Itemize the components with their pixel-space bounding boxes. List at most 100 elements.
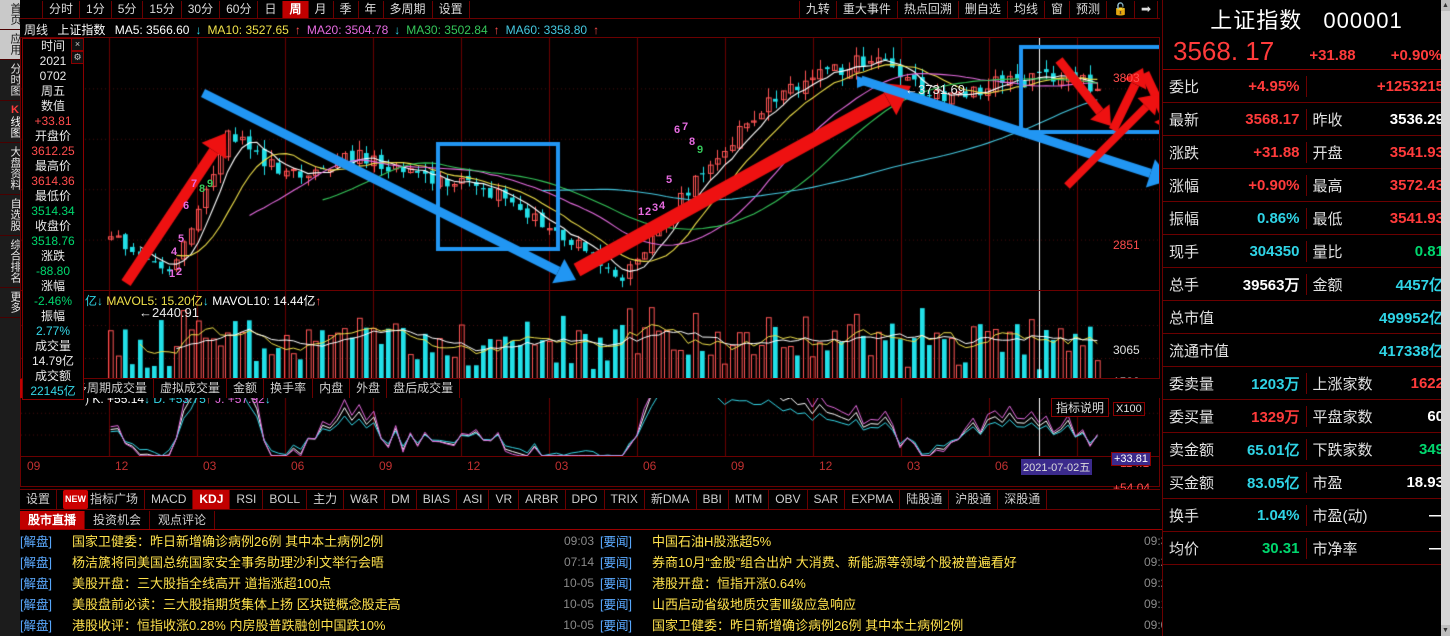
rail-item-0[interactable]: 首页 [0,0,21,30]
close-icon[interactable]: × [71,38,84,51]
tool-btn-窗[interactable]: 窗 [1043,1,1070,18]
news-headline[interactable]: 港股开盘：恒指开涨0.64% [652,576,806,591]
x-axis-label-11: 06 [995,459,1009,473]
ind-tab-RSI[interactable]: RSI [230,490,264,509]
ind-tab-BOLL[interactable]: BOLL [263,490,308,509]
news-headline[interactable]: 美股盘前必读：三大股指期货集体上扬 区块链概念股走高 [72,597,401,612]
rail-item-4[interactable]: 大盘资料 [0,143,21,195]
vol-tab-虚拟成交量[interactable]: 虚拟成交量 [154,379,228,398]
vol-tab-金额[interactable]: 金额 [227,379,265,398]
rail-item-1[interactable]: 应用 [0,30,21,60]
ind-tab-ARBR[interactable]: ARBR [519,490,566,509]
tool-btn-预测[interactable]: 预测 [1068,1,1107,18]
ind-tab-VR[interactable]: VR [489,490,520,509]
ind-tab-EXPMA[interactable]: EXPMA [845,490,901,509]
ind-tab-深股通[interactable]: 深股通 [998,490,1048,509]
news-tag: [要闻] [600,577,632,591]
period-btn-周[interactable]: 周 [282,1,309,18]
volume-canvas[interactable] [21,291,1159,391]
rail-item-7[interactable]: 更多 [0,288,21,318]
rail-item-2[interactable]: 分时图 [0,60,21,101]
ind-tab-TRIX[interactable]: TRIX [605,490,645,509]
news-headline[interactable]: 中国石油H股涨超5% [652,534,772,549]
tool-btn-九转[interactable]: 九转 [798,1,837,18]
news-headline[interactable]: 港股收评：恒指收涨0.28% 内房股普跌融创中国跌10% [72,618,386,633]
kdj-pane[interactable] [21,390,1159,457]
vol-tab-多周期成交量[interactable]: 多周期成交量 [69,379,155,398]
price-pane[interactable] [21,38,1159,290]
vol-tab-内盘[interactable]: 内盘 [313,379,351,398]
news-item[interactable]: [解盘] 美股开盘：三大股指全线高开 道指涨超100点 10-05 [20,572,600,593]
period-btn-多周期[interactable]: 多周期 [382,1,433,18]
period-btn-1分[interactable]: 1分 [79,1,112,18]
lock-icon[interactable]: 🔓 [1105,1,1135,18]
news-item[interactable]: [解盘] 美股盘前必读：三大股指期货集体上扬 区块链概念股走高 10-05 [20,593,600,614]
price-canvas[interactable] [21,38,1159,290]
news-headline[interactable]: 券商10月“金股”组合出炉 大消费、新能源等领域个股被普遍看好 [652,555,1017,570]
news-headline[interactable]: 美股开盘：三大股指全线高开 道指涨超100点 [72,576,332,591]
ind-tab-BIAS[interactable]: BIAS [417,490,458,509]
tool-btn-重大事件[interactable]: 重大事件 [835,1,898,18]
scroll-down-arrow[interactable]: ▼ [1441,625,1450,636]
scroll-up-arrow[interactable]: ▲ [1441,0,1450,11]
ind-tab-主力[interactable]: 主力 [307,490,345,509]
kdj-canvas[interactable] [21,391,1159,457]
news-item[interactable]: [要闻] 国家卫健委：昨日新增确诊病例26例 其中本土病例2例 09:03 [600,614,1180,635]
readout-value-0: 2021 [39,54,67,68]
window-scrollbar[interactable]: ▲ ▼ [1441,0,1450,636]
vol-tab-换手率[interactable]: 换手率 [264,379,314,398]
collapse-icon[interactable]: ➡ [1133,1,1158,18]
period-btn-分时[interactable]: 分时 [42,1,81,18]
news-headline[interactable]: 国家卫健委：昨日新增确诊病例26例 其中本土病例2例 [652,618,964,633]
ind-tab-BBI[interactable]: BBI [697,490,729,509]
vol-tab-外盘[interactable]: 外盘 [350,379,388,398]
news-item[interactable]: [解盘] 港股收评：恒指收涨0.28% 内房股普跌融创中国跌10% 10-05 [20,614,600,635]
news-item[interactable]: [要闻] 中国石油H股涨超5% 09:36 [600,530,1180,551]
rail-item-5[interactable]: 自选股 [0,195,21,236]
ind-tab-ASI[interactable]: ASI [457,490,490,509]
ind-tab-指标广场[interactable]: NEW 指标广场 [57,490,146,510]
ind-tab-OBV[interactable]: OBV [769,490,808,509]
period-btn-设置[interactable]: 设置 [431,1,470,18]
ind-tab-沪股通[interactable]: 沪股通 [949,490,999,509]
news-headline[interactable]: 国家卫健委：昨日新增确诊病例26例 其中本土病例2例 [72,534,384,549]
ind-tab-设置[interactable]: 设置 [20,490,58,509]
news-item[interactable]: [解盘] 杨洁篪将同美国总统国家安全事务助理沙利文举行会晤 07:14 [20,551,600,572]
period-btn-年[interactable]: 年 [357,1,384,18]
rail-item-6[interactable]: 综合排名 [0,236,21,288]
news-tab-股市直播[interactable]: 股市直播 [20,511,86,529]
ind-tab-W&R[interactable]: W&R [344,490,386,509]
rail-item-3[interactable]: K线图 [0,101,21,143]
period-btn-月[interactable]: 月 [307,1,334,18]
news-tab-观点评论[interactable]: 观点评论 [150,511,216,529]
period-btn-60分[interactable]: 60分 [219,1,259,18]
ind-tab-陆股通[interactable]: 陆股通 [900,490,950,509]
period-btn-5分[interactable]: 5分 [110,1,144,18]
tool-btn-热点回溯[interactable]: 热点回溯 [896,1,959,18]
ind-tab-MTM[interactable]: MTM [729,490,770,509]
period-btn-日[interactable]: 日 [257,1,284,18]
indicator-explain-button[interactable]: 指标说明 [1050,398,1109,417]
volume-pane[interactable] [21,290,1159,391]
gear-icon[interactable]: ⚙ [71,51,84,64]
tool-btn-删自选[interactable]: 删自选 [957,1,1008,18]
period-btn-30分[interactable]: 30分 [180,1,221,18]
ind-tab-DPO[interactable]: DPO [566,490,605,509]
ind-tab-新DMA[interactable]: 新DMA [645,490,697,509]
ind-tab-SAR[interactable]: SAR [808,490,846,509]
tool-btn-均线[interactable]: 均线 [1006,1,1045,18]
news-headline[interactable]: 杨洁篪将同美国总统国家安全事务助理沙利文举行会晤 [72,555,385,570]
news-item[interactable]: [要闻] 港股开盘：恒指开涨0.64% 09:22 [600,572,1180,593]
period-btn-15分[interactable]: 15分 [142,1,182,18]
ind-tab-KDJ[interactable]: KDJ [193,490,231,509]
news-item[interactable]: [解盘] 国家卫健委：昨日新增确诊病例26例 其中本土病例2例 09:03 [20,530,600,551]
period-btn-季[interactable]: 季 [332,1,359,18]
news-tab-投资机会[interactable]: 投资机会 [85,511,151,529]
news-headline[interactable]: 山西启动省级地质灾害Ⅲ级应急响应 [652,597,856,612]
vol-tab-盘后成交量[interactable]: 盘后成交量 [387,379,461,398]
chart-area[interactable]: 09 12 03 06 09 12 03 06 09 12 03 06 2021-07-02五 380… [20,37,1160,495]
news-item[interactable]: [要闻] 券商10月“金股”组合出炉 大消费、新能源等领域个股被普遍看好 09:22 [600,551,1180,572]
news-item[interactable]: [要闻] 山西启动省级地质灾害Ⅲ级应急响应 09:10 [600,593,1180,614]
ind-tab-MACD[interactable]: MACD [145,490,194,509]
ind-tab-DM[interactable]: DM [385,490,417,509]
